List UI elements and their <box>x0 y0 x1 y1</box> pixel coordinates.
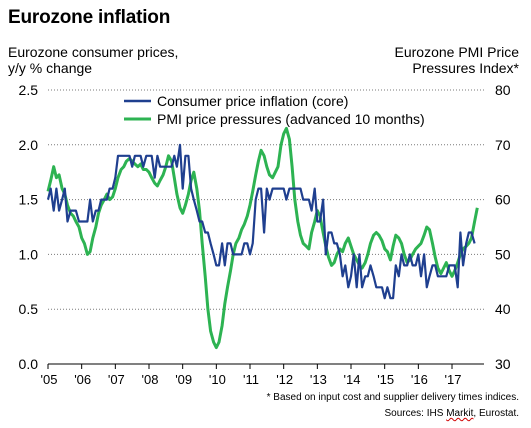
left-axis-label-line-2: y/y % change <box>8 60 93 76</box>
series-lines <box>46 126 479 350</box>
x-tick-label: '09 <box>175 372 192 387</box>
y-right-tick-label: 50 <box>495 246 511 262</box>
left-axis-label: Eurozone consumer prices, y/y % change <box>8 44 178 76</box>
sources-line: Sources: IHS Markit, Eurostat. <box>384 408 519 419</box>
legend-core-label: Consumer price inflation (core) <box>157 93 348 109</box>
y-right-tick-label: 80 <box>495 82 511 98</box>
pmi-price-pressures-line <box>46 126 479 350</box>
y-right-tick-label: 60 <box>495 192 511 208</box>
x-tick-label: '10 <box>209 372 226 387</box>
x-tick-label: '13 <box>310 372 327 387</box>
sources-prefix: Sources: IHS <box>384 408 447 419</box>
y-left-tick-label: 2.5 <box>19 82 39 98</box>
y-left-tick-label: 1.5 <box>19 192 39 208</box>
right-axis-label: Eurozone PMI Price Pressures Index* <box>395 44 520 76</box>
y-right-tick-label: 40 <box>495 301 511 317</box>
right-axis-label-line-1: Eurozone PMI Price <box>394 44 520 60</box>
chart-title: Eurozone inflation <box>8 7 171 28</box>
x-tick-label: '14 <box>344 372 361 387</box>
sources-suffix: , Eurostat. <box>473 408 519 419</box>
y-left-tick-label: 0.5 <box>19 301 39 317</box>
right-axis-label-line-2: Pressures Index* <box>412 60 519 76</box>
legend-pmi-label: PMI price pressures (advanced 10 months) <box>157 111 425 127</box>
x-tick-label: '15 <box>377 372 394 387</box>
x-tick-label: '11 <box>243 372 259 387</box>
y-left-tick-label: 2.0 <box>19 137 39 153</box>
x-tick-label: '07 <box>108 372 125 387</box>
x-tick-label: '17 <box>445 372 462 387</box>
x-tick-label: '06 <box>74 372 91 387</box>
x-tick-label: '08 <box>142 372 159 387</box>
sources-markit: Markit <box>446 408 474 419</box>
footnote: * Based on input cost and supplier deliv… <box>266 392 519 403</box>
x-tick-label: '12 <box>276 372 293 387</box>
y-left-tick-label: 1.0 <box>19 246 39 262</box>
left-axis-label-line-1: Eurozone consumer prices, <box>8 44 179 60</box>
axes: 0.0 0.5 1.0 1.5 2.0 2.5 30 40 50 60 70 80 '05 '06 '07 '… <box>19 82 511 387</box>
x-tick-label: '16 <box>411 372 428 387</box>
y-left-tick-label: 0.0 <box>19 356 39 372</box>
y-right-tick-label: 30 <box>495 356 511 372</box>
legend: Consumer price inflation (core) PMI price… <box>124 93 425 127</box>
x-tick-label: '05 <box>41 372 58 387</box>
y-right-tick-label: 70 <box>495 137 511 153</box>
core-inflation-line <box>46 143 476 300</box>
